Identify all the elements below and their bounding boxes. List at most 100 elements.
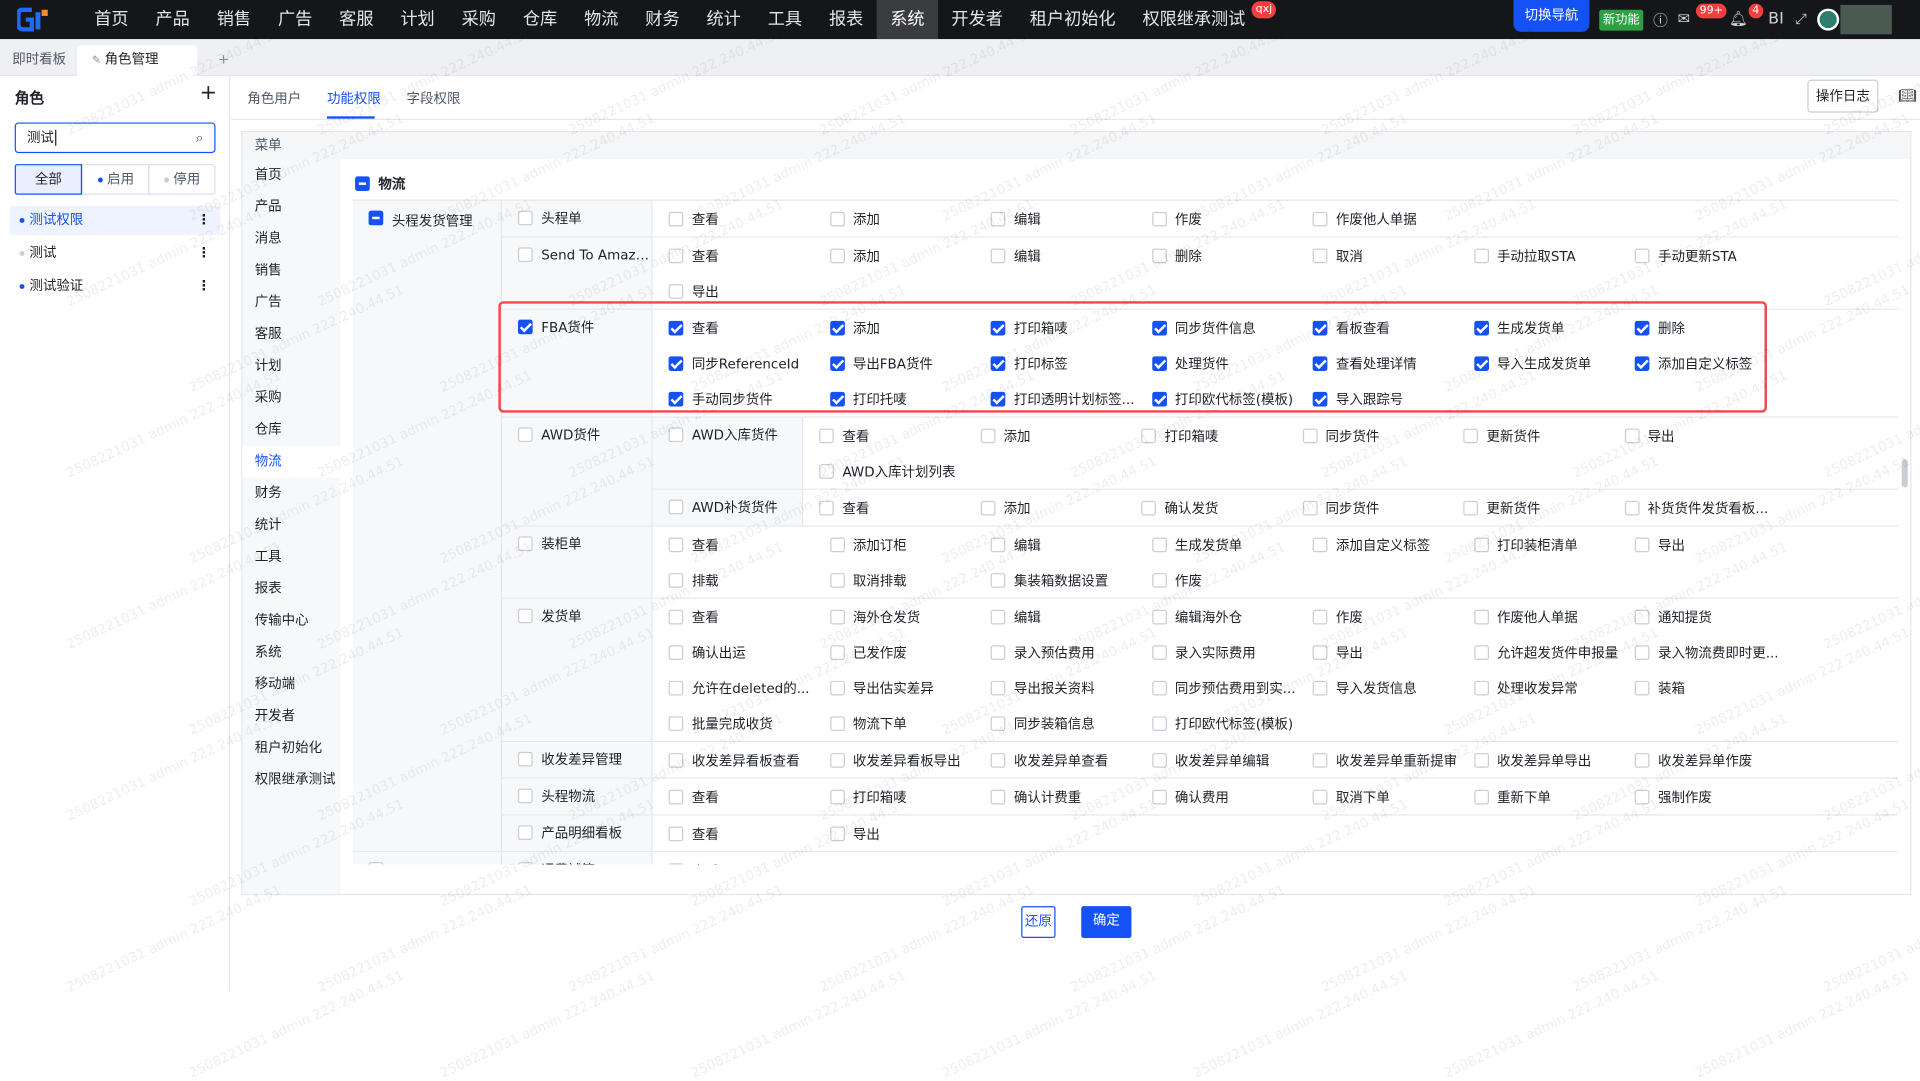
- permission-checkbox[interactable]: [1302, 427, 1317, 443]
- confirm-button[interactable]: 确定: [1081, 906, 1132, 938]
- permission-item[interactable]: 更新货件: [1447, 490, 1608, 526]
- permission-checkbox[interactable]: [1151, 644, 1167, 660]
- permission-item[interactable]: 添加: [814, 201, 975, 237]
- permission-checkbox[interactable]: [829, 211, 845, 226]
- reset-button[interactable]: 还原: [1021, 906, 1056, 938]
- permission-checkbox[interactable]: [1634, 355, 1650, 371]
- permission-item[interactable]: 添加自定义标签: [1297, 527, 1458, 563]
- more-icon[interactable]: ⋮: [197, 277, 211, 294]
- row-cell[interactable]: 产品明细看板: [502, 815, 653, 852]
- permission-item[interactable]: 打印装柜清单: [1458, 527, 1619, 563]
- permission-checkbox[interactable]: [1151, 752, 1167, 768]
- permission-item[interactable]: 打印箱唛: [814, 779, 975, 815]
- permission-item[interactable]: 导出报关资料: [975, 670, 1136, 706]
- permission-checkbox[interactable]: [1151, 572, 1167, 588]
- permission-item[interactable]: 强制作废: [1619, 779, 1780, 815]
- module-menu-item[interactable]: 首页: [254, 166, 282, 183]
- permission-checkbox[interactable]: [990, 536, 1006, 552]
- module-menu-item[interactable]: 移动端: [254, 675, 296, 692]
- permission-item[interactable]: 确认费用: [1136, 779, 1297, 815]
- permission-checkbox[interactable]: [829, 572, 845, 588]
- permission-item[interactable]: AWD入库计划列表: [803, 453, 964, 489]
- permission-item[interactable]: 海外仓发货: [814, 599, 975, 635]
- permission-item[interactable]: 收发差异单查看: [975, 742, 1136, 778]
- tab-instant-board[interactable]: 即时看板: [12, 51, 67, 68]
- permission-checkbox[interactable]: [1473, 355, 1489, 371]
- permission-checkbox[interactable]: [1634, 536, 1650, 552]
- permission-checkbox[interactable]: [668, 715, 684, 731]
- module-menu-item[interactable]: 开发者: [254, 707, 296, 724]
- permission-checkbox[interactable]: [1463, 427, 1478, 443]
- subrow-checkbox[interactable]: [668, 427, 684, 443]
- permission-item[interactable]: 删除: [1619, 310, 1780, 346]
- permission-item[interactable]: 查看: [803, 490, 964, 526]
- permission-checkbox[interactable]: [668, 391, 684, 406]
- top-menu-item[interactable]: 仓库: [522, 9, 558, 30]
- permission-checkbox[interactable]: [990, 609, 1006, 624]
- permission-item[interactable]: 已发作废: [814, 634, 975, 670]
- permission-checkbox[interactable]: [668, 572, 684, 588]
- permission-checkbox[interactable]: [668, 536, 684, 552]
- permission-item[interactable]: 同步ReferenceId: [653, 345, 814, 381]
- permission-item[interactable]: 收发差异单重新提审: [1297, 742, 1458, 778]
- top-menu-item[interactable]: 采购: [461, 9, 496, 30]
- module-menu-item[interactable]: 计划: [254, 357, 282, 374]
- permission-item[interactable]: 作废他人单据: [1458, 599, 1619, 635]
- permission-checkbox[interactable]: [980, 500, 995, 515]
- permission-checkbox[interactable]: [1302, 500, 1317, 515]
- permission-checkbox[interactable]: [1634, 609, 1650, 624]
- top-menu-item[interactable]: 统计: [706, 9, 741, 30]
- permission-item[interactable]: 录入实际费用: [1136, 634, 1297, 670]
- permission-item[interactable]: 查看: [653, 599, 814, 635]
- module-menu-item[interactable]: 消息: [254, 230, 282, 247]
- permission-item[interactable]: 导出估实差异: [814, 670, 975, 706]
- top-menu-item[interactable]: 产品: [155, 9, 190, 30]
- permission-item[interactable]: 导出: [653, 273, 814, 309]
- permission-checkbox[interactable]: [1473, 789, 1489, 804]
- permission-item[interactable]: 排载: [653, 562, 814, 598]
- pin-icon[interactable]: ✎: [91, 55, 105, 68]
- subrow-cell[interactable]: AWD补货货件: [652, 489, 804, 526]
- permission-item[interactable]: 导出: [1297, 634, 1458, 670]
- permission-item[interactable]: 添加自定义标签: [1619, 345, 1780, 381]
- permission-item[interactable]: 处理收发异常: [1458, 670, 1619, 706]
- role-item[interactable]: 测试权限 ⋮: [9, 205, 221, 236]
- bell-icon[interactable]: 🔔︎: [1728, 9, 1748, 27]
- permission-item[interactable]: 作废: [1136, 201, 1297, 237]
- permission-checkbox[interactable]: [829, 609, 845, 624]
- permission-checkbox[interactable]: [1624, 500, 1639, 515]
- permission-checkbox[interactable]: [1634, 247, 1650, 263]
- permission-item[interactable]: 批量完成收货: [653, 705, 814, 741]
- permission-checkbox[interactable]: [1634, 680, 1650, 695]
- permission-item[interactable]: 添加: [964, 418, 1125, 454]
- permission-checkbox[interactable]: [1463, 500, 1478, 515]
- permission-item[interactable]: 收发差异单作废: [1619, 742, 1780, 778]
- permission-checkbox[interactable]: [1473, 320, 1489, 335]
- row-cell[interactable]: 头程物流: [502, 778, 653, 815]
- permission-item[interactable]: 收发差异单导出: [1458, 742, 1619, 778]
- permission-item[interactable]: 同步预估费用到实...: [1136, 670, 1297, 706]
- permission-checkbox[interactable]: [1151, 680, 1167, 695]
- row-cell[interactable]: 收发差异管理: [502, 742, 653, 778]
- subrow-checkbox[interactable]: [668, 499, 684, 515]
- permission-item[interactable]: 打印箱唛: [975, 310, 1136, 346]
- module-menu-item[interactable]: 权限继承测试: [254, 771, 336, 788]
- module-menu-item[interactable]: 物流: [242, 445, 341, 478]
- permission-checkbox[interactable]: [819, 427, 834, 443]
- permission-item[interactable]: 装箱: [1619, 670, 1780, 706]
- book-icon[interactable]: 📖︎: [1897, 86, 1917, 105]
- permission-item[interactable]: 打印欧代标签(模板): [1136, 705, 1297, 741]
- role-item[interactable]: 测试验证 ⋮: [10, 272, 221, 301]
- permission-item[interactable]: 录入物流费即时更...: [1619, 634, 1780, 670]
- row-checkbox[interactable]: [517, 751, 533, 767]
- permission-item[interactable]: 导出: [814, 816, 975, 852]
- permission-checkbox[interactable]: [990, 789, 1006, 804]
- group-checkbox[interactable]: [368, 210, 384, 226]
- permission-checkbox[interactable]: [1141, 427, 1156, 443]
- permission-checkbox[interactable]: [829, 644, 845, 660]
- row-checkbox[interactable]: [517, 608, 533, 624]
- permission-item[interactable]: 编辑: [975, 599, 1136, 635]
- permission-item[interactable]: 导出: [1608, 418, 1769, 454]
- permission-checkbox[interactable]: [1312, 680, 1328, 695]
- permission-checkbox[interactable]: [1312, 391, 1328, 406]
